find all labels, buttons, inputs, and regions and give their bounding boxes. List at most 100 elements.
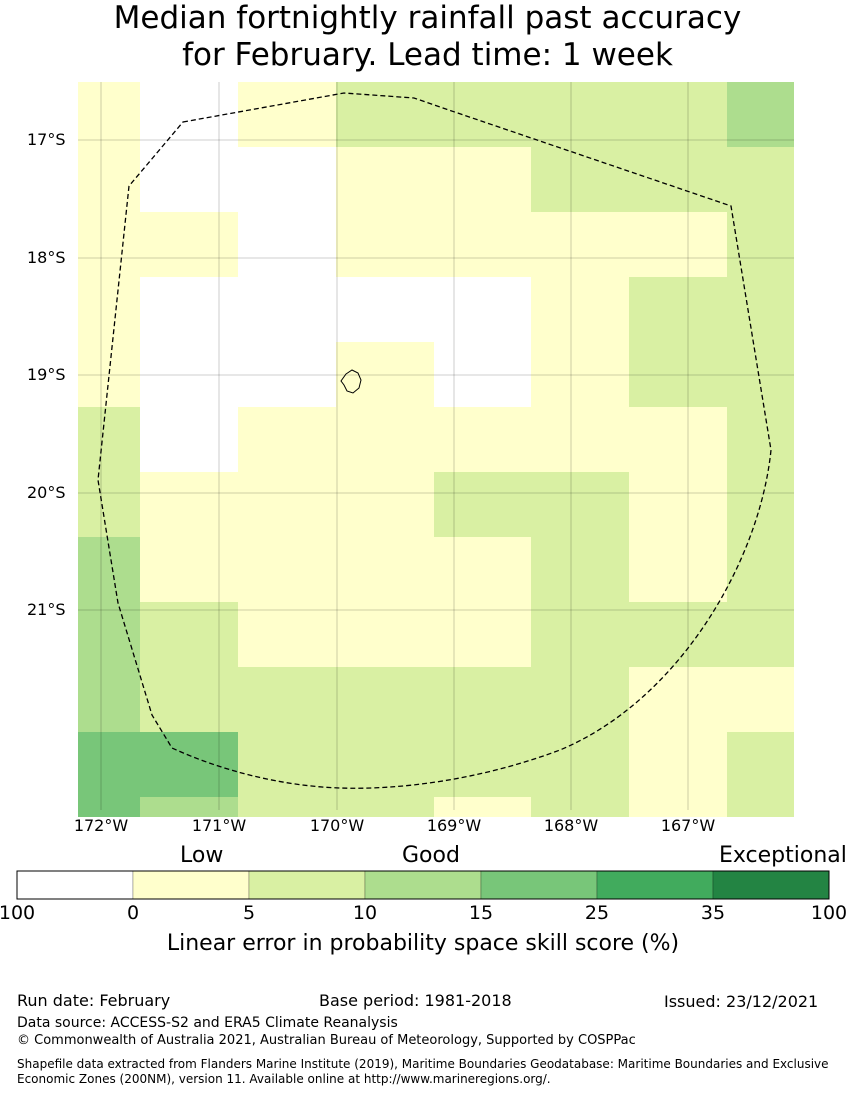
category-good: Good xyxy=(402,843,460,868)
grid-cell xyxy=(78,407,140,472)
eez-boundary xyxy=(97,92,772,789)
grid-cell xyxy=(727,277,794,342)
lon-label-172w: 172°W xyxy=(73,816,129,835)
niue-island-outline xyxy=(340,369,362,394)
grid-cell xyxy=(727,407,794,472)
grid-cell xyxy=(531,212,629,277)
grid-cell xyxy=(238,277,336,342)
grid-cell xyxy=(336,212,434,277)
grid-cell xyxy=(140,602,238,667)
grid-cell xyxy=(434,732,531,797)
grid-cell xyxy=(629,212,727,277)
run-date: Run date: February xyxy=(17,991,171,1010)
grid-cell xyxy=(531,277,629,342)
colorbar-title: Linear error in probability space skill … xyxy=(166,931,680,956)
grid-cell xyxy=(434,797,531,817)
grid-cell xyxy=(78,147,140,212)
grid-cell xyxy=(531,602,629,667)
colorbar xyxy=(16,870,830,900)
grid-cell xyxy=(434,147,531,212)
grid-cell xyxy=(727,667,794,732)
grid-cell xyxy=(78,797,140,817)
grid-cell xyxy=(78,472,140,537)
grid-cell xyxy=(629,342,727,407)
colorbar-swatch xyxy=(16,870,134,900)
colorbar-tick: 0 xyxy=(126,902,140,924)
lat-label-21s: 21°S xyxy=(27,600,66,619)
colorbar-tick: 25 xyxy=(584,902,610,924)
grid-cell xyxy=(78,667,140,732)
shapefile-credit-line-2: Economic Zones (200NM), version 11. Avai… xyxy=(17,1072,551,1086)
colorbar-tick: 35 xyxy=(700,902,726,924)
grid-cell xyxy=(629,277,727,342)
grid-cell xyxy=(727,147,794,212)
graticule xyxy=(78,82,794,810)
grid-cell xyxy=(336,277,434,342)
grid-cell xyxy=(531,82,629,147)
grid-cell xyxy=(336,147,434,212)
map-title: Median fortnightly rainfall past accurac… xyxy=(0,0,855,74)
grid-cell xyxy=(531,537,629,602)
grid-cell xyxy=(531,472,629,537)
grid-cell xyxy=(336,342,434,407)
grid-cell xyxy=(434,667,531,732)
grid-cell xyxy=(629,537,727,602)
grid-cell xyxy=(336,82,434,147)
grid-cell xyxy=(238,602,336,667)
grid-cell xyxy=(727,82,794,147)
grid-cell xyxy=(727,537,794,602)
grid-cell xyxy=(629,732,727,797)
grid-cell xyxy=(238,472,336,537)
grid-cell xyxy=(434,212,531,277)
colorbar-swatch xyxy=(480,870,598,900)
grid-cell xyxy=(434,537,531,602)
grid-cell xyxy=(140,537,238,602)
grid-cell xyxy=(238,342,336,407)
grid-cell xyxy=(629,147,727,212)
grid-cell xyxy=(238,667,336,732)
shapefile-credit-line-1: Shapefile data extracted from Flanders M… xyxy=(17,1057,829,1071)
grid-cell xyxy=(336,667,434,732)
grid-cell xyxy=(238,797,336,817)
lon-label-169w: 169°W xyxy=(426,816,482,835)
grid-cell xyxy=(629,667,727,732)
colorbar-swatch xyxy=(248,870,366,900)
grid-cell xyxy=(78,602,140,667)
grid-cell xyxy=(336,797,434,817)
grid-cell xyxy=(336,472,434,537)
grid-cell xyxy=(140,342,238,407)
grid-cell xyxy=(78,342,140,407)
grid-cell xyxy=(140,407,238,472)
title-line-1: Median fortnightly rainfall past accurac… xyxy=(113,0,742,36)
grid-cell xyxy=(629,472,727,537)
grid-cell xyxy=(140,212,238,277)
grid-cell xyxy=(238,407,336,472)
grid-cell xyxy=(78,277,140,342)
copyright: © Commonwealth of Australia 2021, Austra… xyxy=(17,1033,636,1048)
grid-cell xyxy=(629,407,727,472)
grid-cell xyxy=(434,342,531,407)
lon-label-170w: 170°W xyxy=(309,816,365,835)
grid-cell xyxy=(140,147,238,212)
grid-cell xyxy=(531,407,629,472)
grid-cell xyxy=(531,667,629,732)
lon-label-171w: 171°W xyxy=(191,816,247,835)
colorbar-swatch xyxy=(712,870,830,900)
grid-cell xyxy=(629,797,727,817)
grid-cell xyxy=(238,212,336,277)
lat-label-19s: 19°S xyxy=(27,365,66,384)
grid-cell xyxy=(434,602,531,667)
grid-cell xyxy=(531,147,629,212)
grid-cell xyxy=(336,732,434,797)
grid-cell xyxy=(78,732,140,797)
lat-label-17s: 17°S xyxy=(27,130,66,149)
lat-label-20s: 20°S xyxy=(27,483,66,502)
grid-cell xyxy=(629,82,727,147)
grid-cell xyxy=(336,407,434,472)
grid-cell xyxy=(140,732,238,797)
lon-label-167w: 167°W xyxy=(660,816,716,835)
grid-cell xyxy=(140,667,238,732)
skill-map xyxy=(78,82,794,817)
grid-cell xyxy=(531,342,629,407)
grid-cell xyxy=(140,277,238,342)
